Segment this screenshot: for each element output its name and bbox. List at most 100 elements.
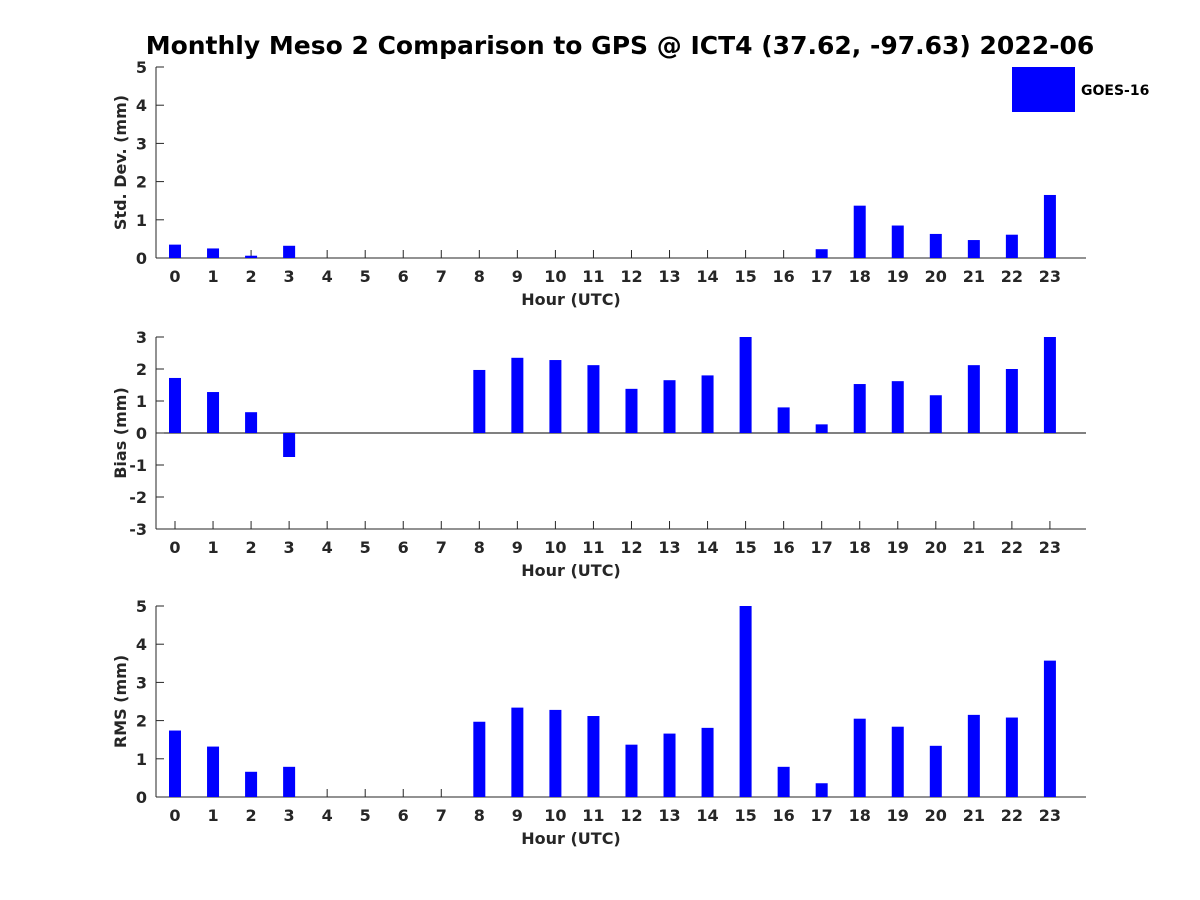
rms-xtick-label: 2 bbox=[246, 806, 257, 825]
rms-xtick-label: 12 bbox=[620, 806, 642, 825]
rms-ytick-label: 1 bbox=[136, 750, 147, 769]
bias-ytick-label: 2 bbox=[136, 360, 147, 379]
std-dev-xtick-label: 6 bbox=[398, 267, 409, 286]
rms-xtick-label: 7 bbox=[436, 806, 447, 825]
rms-xtick-label: 19 bbox=[887, 806, 909, 825]
bias-xtick-label: 14 bbox=[696, 538, 718, 557]
bias-bar bbox=[815, 424, 828, 433]
std-dev-xtick-label: 22 bbox=[1001, 267, 1023, 286]
rms-bar bbox=[207, 746, 220, 797]
std-dev-bar bbox=[1005, 234, 1018, 258]
bias-bar bbox=[245, 412, 258, 433]
std-dev-xtick-label: 13 bbox=[658, 267, 680, 286]
rms-xtick-label: 9 bbox=[512, 806, 523, 825]
rms-bar bbox=[283, 766, 296, 797]
std-dev-bar bbox=[1043, 194, 1056, 258]
bias-bar bbox=[929, 395, 942, 433]
std-dev-xtick-label: 1 bbox=[207, 267, 218, 286]
bias-ytick-label: 3 bbox=[136, 328, 147, 347]
bias-ytick-label: -1 bbox=[129, 456, 147, 475]
bias-bar bbox=[625, 388, 638, 433]
bias-xtick-label: 23 bbox=[1039, 538, 1061, 557]
std-dev-bar bbox=[853, 205, 866, 258]
bias-xtick-label: 1 bbox=[207, 538, 218, 557]
bias-ytick-label: 0 bbox=[136, 424, 147, 443]
rms-xtick-label: 6 bbox=[398, 806, 409, 825]
rms-bar bbox=[473, 721, 486, 797]
std-dev-xtick-label: 18 bbox=[849, 267, 871, 286]
bias-xtick-label: 18 bbox=[849, 538, 871, 557]
rms-bar bbox=[929, 745, 942, 797]
std-dev-xtick-label: 8 bbox=[474, 267, 485, 286]
std-dev-ytick-label: 0 bbox=[136, 249, 147, 268]
std-dev-x-axis-label: Hour (UTC) bbox=[521, 290, 621, 309]
rms-bar bbox=[853, 718, 866, 797]
rms-xtick-label: 22 bbox=[1001, 806, 1023, 825]
rms-bar bbox=[549, 709, 562, 797]
rms-x-axis-label: Hour (UTC) bbox=[521, 829, 621, 848]
std-dev-xtick-label: 3 bbox=[284, 267, 295, 286]
bias-xtick-label: 19 bbox=[887, 538, 909, 557]
bias-xtick-label: 22 bbox=[1001, 538, 1023, 557]
rms-xtick-label: 0 bbox=[169, 806, 180, 825]
bias-bar bbox=[967, 365, 980, 433]
rms-xtick-label: 5 bbox=[360, 806, 371, 825]
chart-title: Monthly Meso 2 Comparison to GPS @ ICT4 … bbox=[146, 31, 1095, 60]
rms-xtick-label: 23 bbox=[1039, 806, 1061, 825]
bias-x-axis-label: Hour (UTC) bbox=[521, 561, 621, 580]
bias-xtick-label: 6 bbox=[398, 538, 409, 557]
std-dev-bar bbox=[245, 255, 258, 258]
bias-bar bbox=[663, 380, 676, 433]
rms-xtick-label: 20 bbox=[925, 806, 947, 825]
std-dev-xtick-label: 4 bbox=[322, 267, 333, 286]
bias-ytick-label: -2 bbox=[129, 488, 147, 507]
rms-bar bbox=[169, 730, 181, 797]
rms-bar bbox=[625, 744, 638, 797]
bias-bar bbox=[169, 377, 181, 433]
std-dev-xtick-label: 9 bbox=[512, 267, 523, 286]
std-dev-y-axis-label: Std. Dev. (mm) bbox=[111, 95, 130, 230]
std-dev-xtick-label: 16 bbox=[773, 267, 795, 286]
rms-bar bbox=[587, 716, 600, 797]
bias-xtick-label: 9 bbox=[512, 538, 523, 557]
bias-bar bbox=[549, 360, 562, 433]
rms-bar bbox=[777, 766, 790, 797]
rms-bar bbox=[967, 714, 980, 797]
std-dev-xtick-label: 5 bbox=[360, 267, 371, 286]
rms-xtick-label: 8 bbox=[474, 806, 485, 825]
std-dev-bar bbox=[967, 240, 980, 258]
bias-y-axis-label: Bias (mm) bbox=[111, 387, 130, 479]
std-dev-xtick-label: 21 bbox=[963, 267, 985, 286]
rms-xtick-label: 10 bbox=[544, 806, 566, 825]
rms-xtick-label: 1 bbox=[207, 806, 218, 825]
bias-xtick-label: 12 bbox=[620, 538, 642, 557]
bias-xtick-label: 16 bbox=[773, 538, 795, 557]
std-dev-ytick-label: 5 bbox=[136, 58, 147, 77]
rms-xtick-label: 14 bbox=[696, 806, 718, 825]
legend-swatch bbox=[1012, 67, 1075, 112]
std-dev-xtick-label: 0 bbox=[169, 267, 180, 286]
std-dev-xtick-label: 12 bbox=[620, 267, 642, 286]
bias-xtick-label: 15 bbox=[734, 538, 756, 557]
rms-bar bbox=[701, 727, 714, 797]
bias-xtick-label: 5 bbox=[360, 538, 371, 557]
std-dev-xtick-label: 2 bbox=[246, 267, 257, 286]
bias-bar bbox=[1005, 369, 1018, 433]
rms-bar bbox=[245, 771, 258, 797]
rms-bar bbox=[739, 606, 752, 797]
rms-ytick-label: 4 bbox=[136, 635, 147, 654]
bias-bar bbox=[511, 357, 524, 433]
rms-xtick-label: 16 bbox=[773, 806, 795, 825]
std-dev-xtick-label: 14 bbox=[696, 267, 718, 286]
std-dev-bar bbox=[929, 233, 942, 258]
bias-ytick-label: 1 bbox=[136, 392, 147, 411]
bias-bar bbox=[283, 433, 296, 457]
bias-xtick-label: 21 bbox=[963, 538, 985, 557]
std-dev-bar bbox=[169, 244, 181, 258]
std-dev-xtick-label: 11 bbox=[582, 267, 604, 286]
bias-xtick-label: 10 bbox=[544, 538, 566, 557]
std-dev-xtick-label: 17 bbox=[811, 267, 833, 286]
bias-xtick-label: 3 bbox=[284, 538, 295, 557]
